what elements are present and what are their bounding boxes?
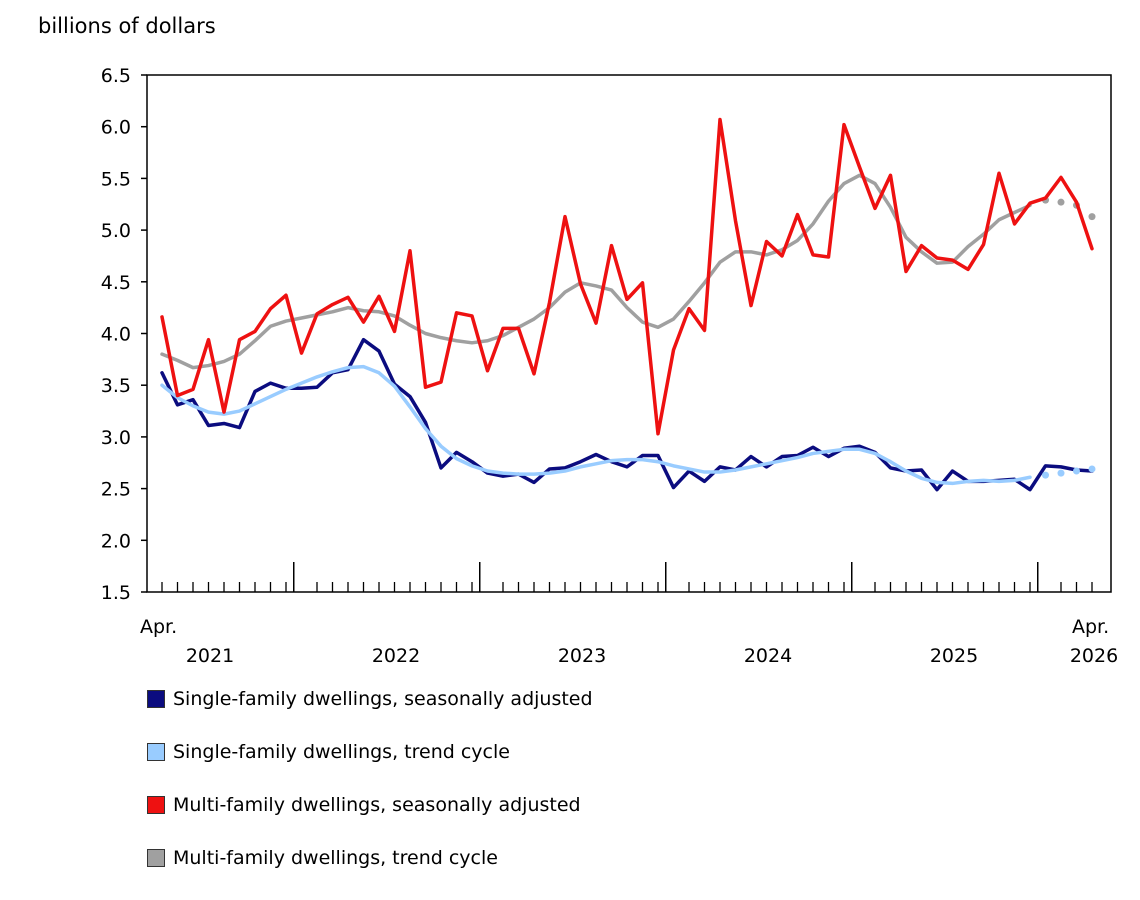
y-tick-label: 6.0 (101, 117, 131, 139)
chart-legend: Single-family dwellings, seasonally adju… (147, 688, 593, 900)
single-family-trend-point (1042, 471, 1049, 479)
legend-label: Multi-family dwellings, trend cycle (173, 847, 498, 869)
single-family-sa-line (160, 337, 1094, 492)
x-year-label: 2023 (558, 645, 606, 667)
single-family-trend-point (1088, 465, 1096, 473)
x-year-label: 2021 (186, 645, 234, 667)
line-chart: 1.52.02.53.03.54.04.55.05.56.06.5 Apr. Ap… (101, 65, 1118, 667)
single-family-trend-line (160, 364, 1032, 486)
legend-label: Single-family dwellings, seasonally adju… (173, 688, 593, 710)
x-end-month-label: Apr. (1072, 616, 1109, 638)
legend-item-multi-family-trend: Multi-family dwellings, trend cycle (147, 847, 593, 869)
y-tick-label: 4.5 (101, 272, 131, 294)
legend-label: Single-family dwellings, trend cycle (173, 741, 510, 763)
single-family-trend-point (1057, 469, 1065, 477)
y-axis-unit-label: billions of dollars (38, 14, 216, 38)
x-axis: Apr. Apr. 2021 2022 2023 2024 2025 2026 (140, 562, 1118, 667)
multi-family-trend-point (1057, 198, 1065, 206)
legend-item-single-family-trend: Single-family dwellings, trend cycle (147, 741, 593, 763)
y-tick-label: 2.0 (101, 530, 131, 552)
x-year-label: 2024 (744, 645, 792, 667)
y-tick-label: 5.5 (101, 168, 131, 190)
series-lines (160, 117, 1096, 492)
multi-family-sa-line (160, 117, 1094, 436)
y-axis: 1.5 2.0 2.5 3.0 3.5 4.0 4.5 5.0 5.5 6.0 6.5 (101, 65, 147, 604)
y-tick-label: 2.5 (101, 479, 131, 501)
y-tick-label: 1.5 (101, 582, 131, 604)
legend-swatch-multi-family-sa (147, 796, 165, 814)
x-year-label: 2026 (1070, 645, 1118, 667)
y-tick-label: 6.5 (101, 65, 131, 87)
x-start-month-label: Apr. (140, 616, 177, 638)
legend-swatch-multi-family-trend (147, 849, 165, 867)
x-year-label: 2022 (372, 645, 420, 667)
x-year-label: 2025 (930, 645, 978, 667)
plot-frame (146, 74, 1112, 593)
legend-label: Multi-family dwellings, seasonally adjus… (173, 794, 581, 816)
y-tick-label: 5.0 (101, 220, 131, 242)
y-tick-label: 3.0 (101, 427, 131, 449)
legend-item-multi-family-sa: Multi-family dwellings, seasonally adjus… (147, 794, 593, 816)
legend-item-single-family-sa: Single-family dwellings, seasonally adju… (147, 688, 593, 710)
legend-swatch-single-family-sa (147, 690, 165, 708)
single-family-trend-point (1073, 467, 1080, 475)
legend-swatch-single-family-trend (147, 743, 165, 761)
y-tick-label: 4.0 (101, 324, 131, 346)
multi-family-trend-point (1088, 213, 1096, 221)
multi-family-trend-line (160, 173, 1032, 370)
y-tick-label: 3.5 (101, 375, 131, 397)
